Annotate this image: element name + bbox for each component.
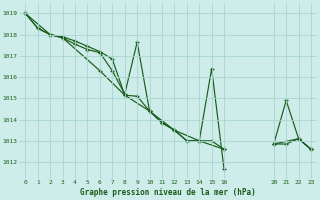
X-axis label: Graphe pression niveau de la mer (hPa): Graphe pression niveau de la mer (hPa)	[80, 188, 256, 197]
